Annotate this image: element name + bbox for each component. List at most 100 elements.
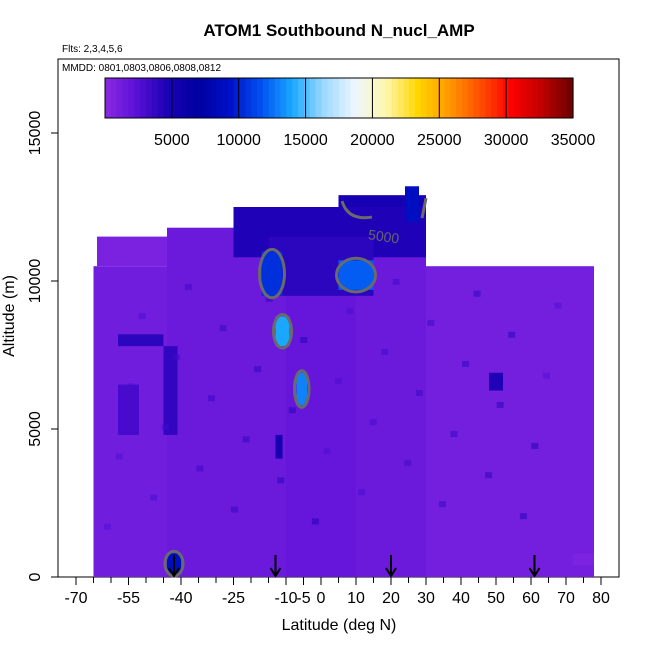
colorbar-swatch xyxy=(543,78,551,118)
heatmap-cell xyxy=(115,453,123,460)
flight-marker-arrowhead xyxy=(528,567,541,578)
colorbar-swatch xyxy=(303,78,311,118)
colorbar-swatch xyxy=(222,78,229,118)
heatmap-cell xyxy=(358,489,366,496)
heatmap-cell xyxy=(496,401,504,408)
heatmap-cell xyxy=(296,372,307,406)
heatmap-cell xyxy=(369,419,377,426)
heatmap-cell xyxy=(118,334,164,347)
colorbar-swatch xyxy=(391,78,399,118)
colorbar-swatch xyxy=(251,78,258,118)
colorbar-swatch xyxy=(520,78,527,118)
heatmap-cells xyxy=(93,186,594,577)
heatmap-cell xyxy=(338,260,374,290)
colorbar-swatch xyxy=(315,78,323,118)
colorbar-swatch xyxy=(321,78,328,118)
colorbar-tick-label: 20000 xyxy=(350,132,395,149)
heatmap-cell xyxy=(275,316,290,347)
x-tick-label: -10 xyxy=(274,590,297,607)
heatmap-cell xyxy=(300,337,308,344)
colorbar-tick-label: 5000 xyxy=(154,132,190,149)
colorbar-swatch xyxy=(362,78,369,118)
heatmap-cell xyxy=(150,494,158,501)
colorbar-swatch xyxy=(175,78,182,118)
x-tick-label: -70 xyxy=(64,590,87,607)
heatmap-cell xyxy=(438,501,446,508)
colorbar-swatch xyxy=(134,78,141,118)
x-tick-label: -55 xyxy=(117,590,140,607)
flight-markers xyxy=(168,555,541,578)
heatmap-cell xyxy=(104,523,111,530)
heatmap-cell xyxy=(335,378,342,385)
contour-label: 5000 xyxy=(367,226,400,246)
colorbar-swatch xyxy=(461,78,469,118)
colorbar-swatch xyxy=(268,78,276,118)
colorbar-swatch xyxy=(514,78,521,118)
colorbar-swatch xyxy=(257,78,264,118)
heatmap-cell xyxy=(242,436,250,443)
heatmap-cell xyxy=(207,395,215,402)
colorbar-swatch xyxy=(280,78,287,118)
heatmap-cell xyxy=(519,513,527,520)
colorbar-swatch xyxy=(122,78,129,118)
colorbar-tick-label: 10000 xyxy=(216,132,261,149)
colorbar-swatch xyxy=(333,78,340,118)
x-axis: -70 -55 -40 -25 -10-5 0 10 20 30 40 50 60 70 80 xyxy=(64,577,610,607)
colorbar-swatch xyxy=(262,78,270,118)
heatmap-cell xyxy=(265,295,273,302)
colorbar-swatch xyxy=(473,78,480,118)
heatmap-cell xyxy=(450,431,458,438)
colorbar-swatch xyxy=(444,78,451,118)
heatmap-cell xyxy=(531,443,539,450)
colorbar-swatch xyxy=(186,78,194,118)
x-tick-label: 10 xyxy=(347,590,365,607)
heatmap-cell xyxy=(138,313,146,320)
x-tick-label: 50 xyxy=(487,590,505,607)
colorbar-swatch xyxy=(110,78,118,118)
heatmap-cell xyxy=(261,251,283,296)
flight-marker-arrowhead xyxy=(385,567,397,578)
colorbar-swatch xyxy=(479,78,486,118)
colorbar-swatch xyxy=(298,78,305,118)
heatmap-cell xyxy=(404,460,412,467)
heatmap-cell xyxy=(485,472,493,479)
heatmap-cell xyxy=(415,390,423,397)
heatmap-cell xyxy=(173,354,181,361)
heatmap-cell xyxy=(97,236,167,267)
heatmap-cell xyxy=(381,348,389,355)
colorbar-swatch xyxy=(192,78,200,118)
colorbar-swatch xyxy=(456,78,463,118)
dates-subtitle: MMDD: 0801,0803,0806,0808,0812 xyxy=(62,63,221,74)
x-tick-label: -25 xyxy=(222,590,245,607)
contour-lines xyxy=(163,197,428,578)
contour-line xyxy=(335,256,377,294)
heatmap-cell xyxy=(184,284,192,291)
colorbar-swatch xyxy=(233,78,241,118)
heatmap-cell xyxy=(311,518,319,525)
colorbar-swatch xyxy=(397,78,404,118)
colorbar-swatch xyxy=(555,78,562,118)
colorbar-swatch xyxy=(327,78,334,118)
heatmap-cell xyxy=(427,319,435,326)
colorbar-swatch xyxy=(145,78,153,118)
colorbar-swatch xyxy=(374,78,381,118)
colorbar-swatch xyxy=(485,78,492,118)
colorbar-swatch xyxy=(467,78,475,118)
colorbar-swatch xyxy=(157,78,165,118)
colorbar-swatch xyxy=(227,78,235,118)
heatmap-cell xyxy=(254,366,262,373)
colorbar-swatch xyxy=(245,78,252,118)
colorbar-tick-label: 25000 xyxy=(417,132,462,149)
colorbar-swatch xyxy=(181,78,188,118)
contour-line xyxy=(293,369,311,409)
colorbar-swatch xyxy=(204,78,211,118)
colorbar-swatch xyxy=(128,78,135,118)
colorbar-swatch xyxy=(198,78,206,118)
contour-line xyxy=(272,313,293,350)
heatmap-cell xyxy=(462,360,470,367)
colorbar-swatch xyxy=(491,78,498,118)
colorbar: 5000 10000 15000 20000 25000 30000 35000 xyxy=(104,77,595,149)
colorbar-swatch xyxy=(169,78,176,118)
heatmap-cell xyxy=(127,383,135,390)
